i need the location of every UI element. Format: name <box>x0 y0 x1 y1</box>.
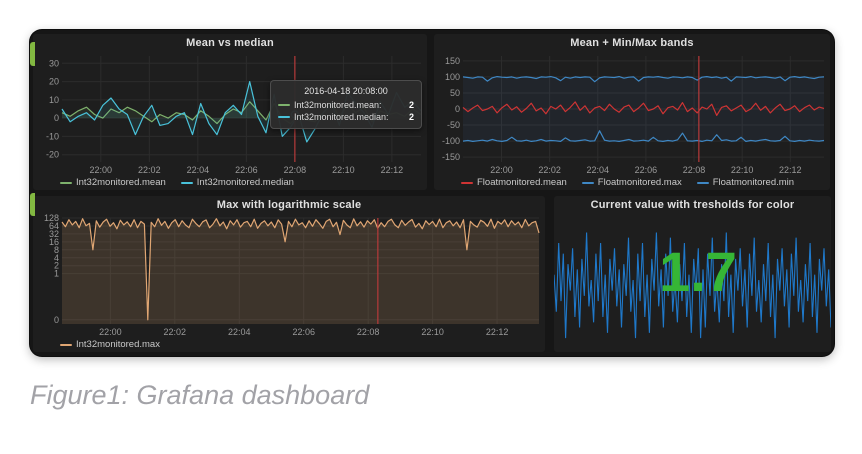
svg-text:100: 100 <box>445 72 460 82</box>
svg-text:22:12: 22:12 <box>486 327 509 337</box>
panel-current-value: Current value with tresholds for color 1… <box>554 196 831 352</box>
svg-text:22:08: 22:08 <box>284 165 307 175</box>
svg-text:22:08: 22:08 <box>357 327 380 337</box>
svg-text:10: 10 <box>49 95 59 105</box>
row-indicator-stripe <box>30 193 35 216</box>
svg-text:0: 0 <box>455 104 460 114</box>
legend-item-float-min[interactable]: Floatmonitored.min <box>696 177 795 188</box>
svg-text:22:06: 22:06 <box>235 165 258 175</box>
panel-title[interactable]: Mean + Min/Max bands <box>570 37 694 49</box>
svg-text:22:12: 22:12 <box>381 165 404 175</box>
tooltip-timestamp: 2016-04-18 20:08:00 <box>304 86 388 96</box>
tooltip-row: Int32monitored.mean: 2 <box>278 100 414 110</box>
panel-mean-vs-median: Mean vs median 30 20 10 0 -10 -20 22:00 22:02 22… <box>33 34 427 190</box>
svg-text:64: 64 <box>49 221 59 231</box>
legend-label: Int32monitored.max <box>76 339 160 350</box>
panel-title[interactable]: Current value with tresholds for color <box>590 199 795 211</box>
legend-item-mean[interactable]: Int32monitored.mean <box>60 177 166 188</box>
legend: Floatmonitored.mean Floatmonitored.max F… <box>434 175 830 190</box>
tooltip-series-value: 2 <box>408 100 414 110</box>
series-color-dash <box>696 181 709 184</box>
series-color-dash <box>581 181 594 184</box>
legend-item-float-max[interactable]: Floatmonitored.max <box>581 177 682 188</box>
svg-text:-10: -10 <box>46 131 59 141</box>
svg-text:22:08: 22:08 <box>683 165 706 175</box>
svg-text:2: 2 <box>54 261 59 271</box>
series-color-dash <box>180 181 193 184</box>
figure-caption: Figure1: Grafana dashboard <box>30 380 370 410</box>
tooltip-series-label: Int32monitored.median: <box>294 112 389 122</box>
panel-log-scale: Max with logarithmic scale 128 64 32 16 8 4 2 1… <box>33 196 545 352</box>
svg-text:-50: -50 <box>447 120 460 130</box>
chart-min-max-bands[interactable]: 150 100 50 0 -50 -100 -150 22:00 22:02 22:04 22:06… <box>434 51 830 175</box>
svg-text:22:12: 22:12 <box>779 165 802 175</box>
legend-label: Int32monitored.median <box>196 177 294 188</box>
svg-text:-20: -20 <box>46 150 59 160</box>
series-color-dash <box>278 116 290 118</box>
svg-text:22:02: 22:02 <box>164 327 187 337</box>
current-value: 1.7 <box>659 239 737 303</box>
series-color-dash <box>60 181 72 184</box>
svg-text:22:04: 22:04 <box>587 165 610 175</box>
svg-text:22:02: 22:02 <box>138 165 161 175</box>
tooltip-row: Int32monitored.median: 2 <box>278 112 414 122</box>
series-color-dash <box>278 104 290 106</box>
svg-text:22:06: 22:06 <box>292 327 315 337</box>
legend-label: Int32monitored.mean <box>76 177 166 188</box>
tooltip-series-label: Int32monitored.mean: <box>294 100 382 110</box>
svg-text:8: 8 <box>54 245 59 255</box>
legend-item-float-mean[interactable]: Floatmonitored.mean <box>461 177 567 188</box>
legend-item-median[interactable]: Int32monitored.median <box>180 177 294 188</box>
svg-text:32: 32 <box>49 229 59 239</box>
svg-text:22:00: 22:00 <box>99 327 122 337</box>
svg-text:150: 150 <box>445 56 460 66</box>
svg-text:30: 30 <box>49 58 59 68</box>
legend-item-int-max[interactable]: Int32monitored.max <box>60 339 160 350</box>
grafana-dashboard: Mean vs median 30 20 10 0 -10 -20 22:00 22:02 22… <box>30 30 834 356</box>
svg-text:1: 1 <box>54 269 59 279</box>
panel-min-max-bands: Mean + Min/Max bands 150 100 50 0 -50 -100 -15… <box>434 34 830 190</box>
svg-text:22:00: 22:00 <box>90 165 113 175</box>
legend: Int32monitored.max <box>33 337 545 352</box>
series-color-dash <box>461 181 473 184</box>
svg-text:20: 20 <box>49 77 59 87</box>
svg-text:22:00: 22:00 <box>490 165 513 175</box>
svg-text:22:10: 22:10 <box>421 327 444 337</box>
svg-text:0: 0 <box>54 315 59 325</box>
tooltip-series-value: 2 <box>408 112 414 122</box>
svg-text:22:10: 22:10 <box>332 165 355 175</box>
panel-title[interactable]: Max with logarithmic scale <box>216 199 362 211</box>
legend-label: Floatmonitored.mean <box>477 177 567 188</box>
svg-text:22:10: 22:10 <box>731 165 754 175</box>
panel-title[interactable]: Mean vs median <box>186 37 274 49</box>
series-color-dash <box>60 343 72 346</box>
svg-text:128: 128 <box>44 213 59 223</box>
chart-log-scale[interactable]: 128 64 32 16 8 4 2 1 0 22:00 22:02 22:04 22:06 22:08 2… <box>33 213 545 337</box>
chart-current-value-sparkline[interactable] <box>554 213 831 352</box>
svg-text:22:06: 22:06 <box>635 165 658 175</box>
svg-text:22:04: 22:04 <box>228 327 251 337</box>
svg-text:22:04: 22:04 <box>187 165 210 175</box>
legend-label: Floatmonitored.min <box>712 177 795 188</box>
svg-text:50: 50 <box>450 88 460 98</box>
chart-tooltip: 2016-04-18 20:08:00 Int32monitored.mean:… <box>270 80 422 129</box>
legend-label: Floatmonitored.max <box>597 177 682 188</box>
svg-text:-100: -100 <box>442 136 460 146</box>
svg-text:16: 16 <box>49 237 59 247</box>
svg-text:0: 0 <box>54 113 59 123</box>
svg-text:4: 4 <box>54 253 59 263</box>
svg-text:-150: -150 <box>442 152 460 162</box>
legend: Int32monitored.mean Int32monitored.media… <box>33 175 427 190</box>
svg-text:22:02: 22:02 <box>538 165 561 175</box>
row-indicator-stripe <box>30 42 35 66</box>
